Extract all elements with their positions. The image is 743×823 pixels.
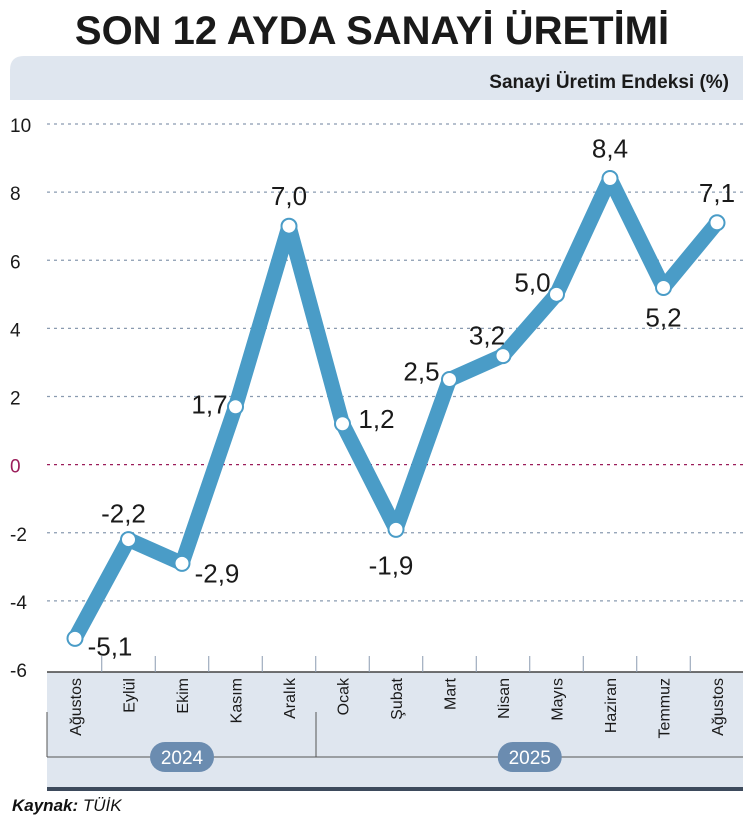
chart-title: SON 12 AYDA SANAYİ ÜRETİMİ <box>75 8 669 53</box>
y-tick-label: 2 <box>10 389 21 410</box>
data-label: -2,9 <box>195 558 240 588</box>
data-point <box>66 629 84 647</box>
y-axis-ticks: 10 8 6 4 2 0 -2 -4 -6 <box>10 116 31 682</box>
data-label: 5,0 <box>514 267 550 297</box>
x-tick-label: Mart <box>443 677 460 710</box>
x-tick-label: Ağustos <box>710 678 727 736</box>
x-tick-label: Ocak <box>336 677 353 715</box>
x-axis-labels: Ağustos Eylül Ekim Kasım Aralık Ocak Şubat Mart… <box>68 656 727 738</box>
data-label: -2,2 <box>101 499 146 529</box>
x-tick-label: Kasım <box>229 678 246 723</box>
subtitle-bar <box>10 56 743 100</box>
x-tick-label: Haziran <box>603 678 620 733</box>
y-tick-label: -4 <box>10 593 27 614</box>
data-point <box>173 554 191 572</box>
data-point <box>548 285 565 303</box>
year-label: 2024 <box>161 748 204 769</box>
year-pill <box>497 742 562 772</box>
x-tick-label: Aralık <box>282 677 299 719</box>
data-label: -1,9 <box>369 550 414 580</box>
y-tick-label: 6 <box>10 252 21 273</box>
x-tick-label: Ağustos <box>68 678 85 736</box>
data-point <box>120 531 137 549</box>
data-label: 1,7 <box>191 390 227 420</box>
year-pills: 2024 2025 <box>150 742 562 772</box>
data-point <box>280 217 298 235</box>
data-point <box>601 170 619 187</box>
source-label: Kaynak: <box>12 796 79 815</box>
data-label: -5,1 <box>88 631 133 661</box>
data-point <box>441 370 458 388</box>
data-points <box>66 170 726 647</box>
y-tick-label: -6 <box>10 661 27 682</box>
data-point <box>708 214 726 232</box>
data-point <box>227 398 244 416</box>
x-tick-label: Nisan <box>496 678 513 719</box>
data-label: 8,4 <box>592 134 628 164</box>
data-label: 3,2 <box>469 321 505 351</box>
data-label: 2,5 <box>403 356 439 386</box>
data-labels: -5,1 -2,2 -2,9 1,7 7,0 1,2 -1,9 2,5 3,2 5,0 8,4 5,2… <box>88 134 735 662</box>
data-label: 7,0 <box>271 181 307 211</box>
x-tick-label: Şubat <box>389 677 406 719</box>
data-point <box>334 415 351 433</box>
y-tick-label: 4 <box>10 320 21 341</box>
y-tick-label: 0 <box>10 457 21 478</box>
x-tick-label: Temmuz <box>657 678 674 738</box>
chart-subtitle: Sanayi Üretim Endeksi (%) <box>489 72 729 93</box>
data-point <box>655 279 672 296</box>
data-label: 1,2 <box>358 404 394 434</box>
bottom-rule <box>47 787 743 791</box>
source-note: Kaynak: TÜİK <box>12 796 122 816</box>
data-point <box>387 520 405 538</box>
source-value: TÜİK <box>82 796 122 815</box>
data-label: 5,2 <box>645 303 681 333</box>
y-tick-label: 10 <box>10 116 31 137</box>
data-point <box>494 347 512 365</box>
y-tick-label: -2 <box>10 525 27 546</box>
year-label: 2025 <box>509 748 551 769</box>
data-label: 7,1 <box>699 178 735 208</box>
year-pill <box>150 742 214 772</box>
x-tick-label: Ekim <box>175 678 192 714</box>
plot-area <box>47 100 743 670</box>
x-tick-label: Mayıs <box>550 678 567 721</box>
x-tick-label: Eylül <box>122 678 139 713</box>
y-tick-label: 8 <box>10 184 21 205</box>
